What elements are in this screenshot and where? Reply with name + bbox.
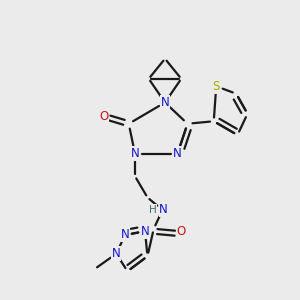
Text: N: N: [173, 147, 182, 160]
Text: N: N: [112, 247, 121, 260]
Text: N: N: [121, 229, 129, 242]
Text: O: O: [177, 225, 186, 238]
Text: N: N: [159, 203, 168, 217]
Text: O: O: [99, 110, 108, 123]
Text: N: N: [160, 96, 169, 109]
Text: H: H: [148, 205, 156, 215]
Text: N: N: [141, 225, 149, 238]
Text: N: N: [130, 147, 140, 160]
Text: S: S: [213, 80, 220, 93]
